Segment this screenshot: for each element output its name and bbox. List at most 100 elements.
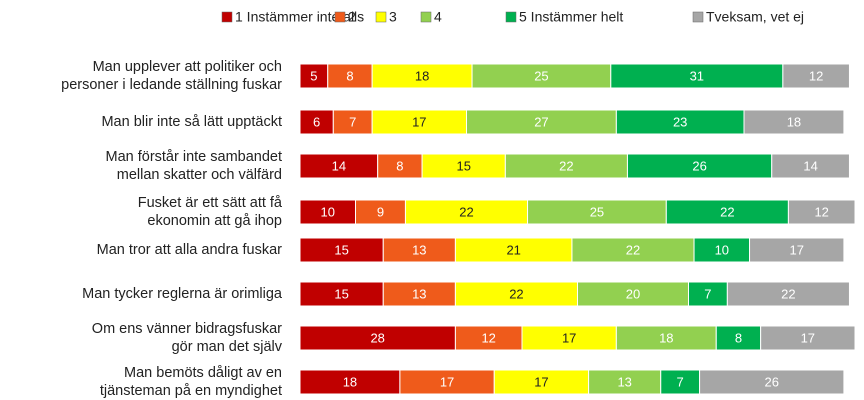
category-label: Man förstår inte sambandet mellan skatte… — [105, 149, 282, 183]
bar-segment — [299, 281, 384, 307]
value-label: 22 — [559, 158, 573, 173]
bar-segment — [421, 153, 506, 179]
value-label: 26 — [765, 374, 779, 389]
value-label: 18 — [787, 114, 801, 129]
bar-segment — [454, 237, 573, 263]
value-label: 22 — [626, 242, 640, 257]
legend-swatch — [221, 11, 233, 23]
value-label: 17 — [440, 374, 454, 389]
value-label: 22 — [509, 286, 523, 301]
legend-label: 3 — [389, 9, 397, 25]
value-label: 12 — [814, 204, 828, 219]
legend-swatch — [334, 11, 346, 23]
value-label: 17 — [789, 242, 803, 257]
value-label: 13 — [617, 374, 631, 389]
value-label: 22 — [459, 204, 473, 219]
bar-segment — [299, 237, 384, 263]
bar-segment — [760, 325, 856, 351]
value-label: 17 — [801, 330, 815, 345]
value-label: 22 — [720, 204, 734, 219]
category-label: Om ens vänner bidragsfuskar gör man det … — [91, 321, 282, 355]
bar-segment — [377, 153, 423, 179]
bar-segment — [715, 325, 762, 351]
value-label: 20 — [626, 286, 640, 301]
value-label: 5 — [310, 68, 317, 83]
value-label: 15 — [334, 242, 348, 257]
bar-segment — [371, 109, 467, 135]
value-label: 14 — [332, 158, 346, 173]
value-label: 10 — [715, 242, 729, 257]
legend-label: 1 Instämmer inte alls — [235, 9, 364, 25]
bar-segment — [660, 369, 701, 395]
value-label: 25 — [534, 68, 548, 83]
category-label: Man tycker reglerna är orimliga — [82, 286, 282, 302]
bar-segment — [299, 153, 379, 179]
value-label: 7 — [704, 286, 711, 301]
bar-segment — [743, 109, 845, 135]
value-label: 13 — [412, 242, 426, 257]
bar-segment — [299, 199, 356, 225]
bar-segment — [571, 237, 695, 263]
bar-segment — [782, 63, 850, 89]
bar-segment — [577, 281, 689, 307]
bar-segment — [299, 325, 456, 351]
value-label: 14 — [803, 158, 817, 173]
category-label: Man upplever att politiker och personer … — [61, 59, 282, 93]
legend-swatch — [505, 11, 517, 23]
value-label: 13 — [412, 286, 426, 301]
bar-segment — [521, 325, 617, 351]
bar-segment — [771, 153, 850, 179]
value-label: 28 — [370, 330, 384, 345]
value-label: 18 — [415, 68, 429, 83]
value-label: 18 — [659, 330, 673, 345]
legend-swatch — [375, 11, 387, 23]
value-label: 15 — [456, 158, 470, 173]
bar-segment — [588, 369, 662, 395]
value-label: 31 — [690, 68, 704, 83]
bar-segment — [699, 369, 845, 395]
value-label: 22 — [781, 286, 795, 301]
value-label: 17 — [534, 374, 548, 389]
legend-label: 4 — [434, 9, 442, 25]
value-label: 17 — [562, 330, 576, 345]
legend-label: 2 — [348, 9, 356, 25]
value-label: 26 — [692, 158, 706, 173]
value-label: 6 — [313, 114, 320, 129]
value-label: 18 — [343, 374, 357, 389]
value-label: 8 — [735, 330, 742, 345]
value-label: 9 — [377, 204, 384, 219]
value-label: 25 — [590, 204, 604, 219]
value-label: 12 — [809, 68, 823, 83]
value-label: 8 — [396, 158, 403, 173]
value-label: 21 — [506, 242, 520, 257]
legend-swatch — [692, 11, 704, 23]
bar-segment — [749, 237, 845, 263]
value-label: 17 — [412, 114, 426, 129]
category-label: Fusket är ett sätt att få ekonomin att g… — [137, 195, 282, 229]
legend-label: 5 Instämmer helt — [519, 9, 623, 25]
category-label: Man tror att alla andra fuskar — [96, 242, 282, 258]
value-label: 7 — [677, 374, 684, 389]
category-label: Man bemöts dåligt av en tjänsteman på en… — [99, 365, 282, 399]
bar-segment — [327, 63, 373, 89]
bar-segment — [615, 109, 745, 135]
value-label: 15 — [334, 286, 348, 301]
value-label: 8 — [346, 68, 353, 83]
category-label: Man blir inte så lätt upptäckt — [101, 114, 282, 130]
bar-segment — [299, 63, 329, 89]
value-label: 23 — [673, 114, 687, 129]
value-label: 10 — [321, 204, 335, 219]
bar-segment — [615, 325, 717, 351]
bar-segment — [454, 325, 523, 351]
bar-segment — [693, 237, 751, 263]
bar-segment — [787, 199, 856, 225]
bar-segment — [726, 281, 850, 307]
bar-segment — [399, 369, 495, 395]
legend-swatch — [420, 11, 432, 23]
bar-segment — [299, 109, 334, 135]
value-label: 7 — [349, 114, 356, 129]
legend-label: Tveksam, vet ej — [706, 9, 804, 25]
value-label: 12 — [481, 330, 495, 345]
